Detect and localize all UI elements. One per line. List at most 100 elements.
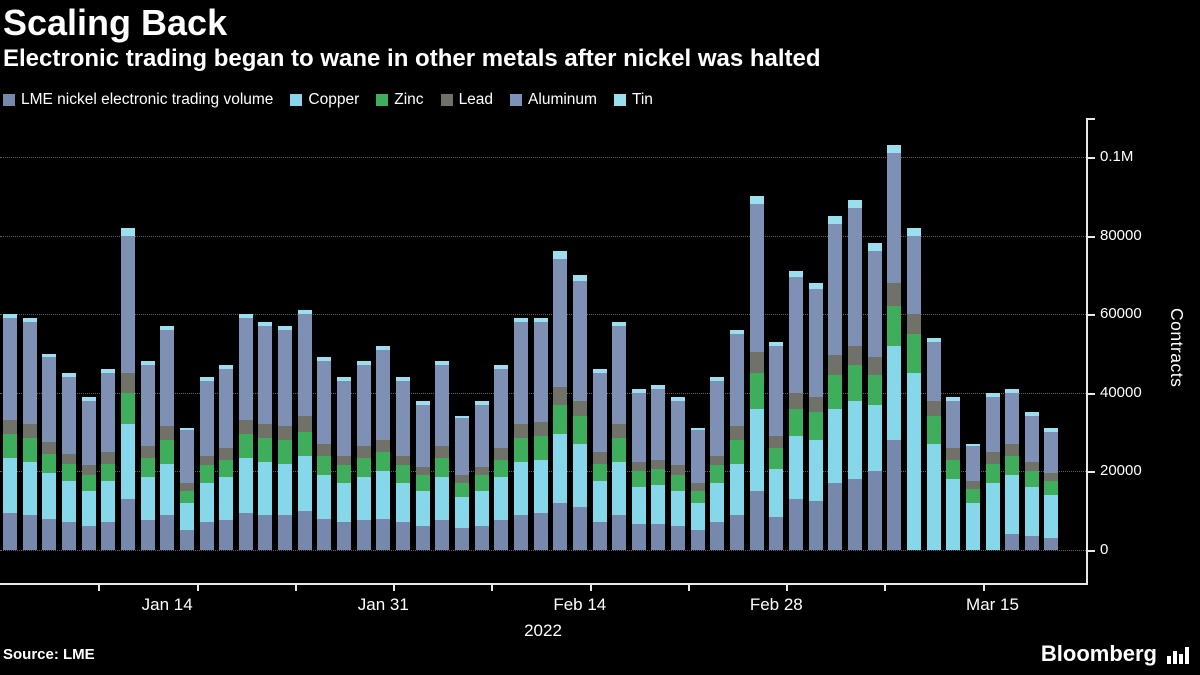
bar-stack bbox=[1005, 388, 1020, 550]
bar-stack bbox=[789, 270, 803, 550]
bar-segment-lme-nickel-electronic-trading-volume bbox=[847, 479, 862, 550]
bar-segment-tin bbox=[219, 365, 234, 370]
bar-stack bbox=[101, 369, 116, 550]
bar-segment-lme-nickel-electronic-trading-volume bbox=[690, 530, 705, 550]
bar-segment-aluminum bbox=[317, 361, 332, 444]
bar-segment-lead bbox=[474, 467, 489, 476]
bar-segment-lead bbox=[42, 441, 57, 454]
y-axis-unit-label: Contracts bbox=[1167, 308, 1187, 388]
bar-segment-lead bbox=[789, 392, 803, 409]
bar-segment-zinc bbox=[965, 489, 980, 503]
bar-segment-lme-nickel-electronic-trading-volume bbox=[356, 520, 371, 550]
bar-segment-lme-nickel-electronic-trading-volume bbox=[1005, 534, 1020, 550]
bar-segment-lme-nickel-electronic-trading-volume bbox=[808, 500, 823, 550]
bar-segment-aluminum bbox=[690, 430, 705, 484]
bar-stack bbox=[258, 322, 273, 550]
bar-segment-copper bbox=[356, 477, 371, 521]
bar-stack bbox=[1044, 428, 1059, 550]
bar-segment-zinc bbox=[513, 437, 528, 462]
bar-segment-tin bbox=[376, 345, 391, 350]
bar-stack bbox=[120, 227, 135, 550]
bar-segment-aluminum bbox=[494, 369, 509, 448]
bar-segment-tin bbox=[3, 314, 17, 319]
bar-segment-lead bbox=[828, 355, 843, 376]
bar-segment-zinc bbox=[651, 469, 666, 486]
legend-label: Zinc bbox=[394, 91, 424, 108]
x-week-tick bbox=[98, 585, 101, 591]
bar-segment-aluminum bbox=[828, 223, 843, 356]
bar-segment-aluminum bbox=[22, 322, 37, 425]
bar-segment-aluminum bbox=[337, 381, 352, 456]
bar-segment-copper bbox=[3, 457, 17, 513]
bar-segment-lme-nickel-electronic-trading-volume bbox=[317, 518, 332, 550]
bar-segment-lead bbox=[258, 424, 273, 438]
bar-segment-aluminum bbox=[965, 445, 980, 482]
bar-segment-tin bbox=[396, 377, 410, 381]
bar-segment-lme-nickel-electronic-trading-volume bbox=[42, 518, 57, 550]
legend-item-aluminum: Aluminum bbox=[510, 91, 597, 109]
bar-segment-tin bbox=[592, 369, 607, 374]
bar-segment-zinc bbox=[120, 392, 135, 425]
page-title: Scaling Back bbox=[3, 2, 228, 43]
bar-segment-aluminum bbox=[1005, 392, 1020, 444]
bar-segment-lme-nickel-electronic-trading-volume bbox=[671, 526, 686, 550]
bar-segment-lead bbox=[238, 420, 253, 435]
bar-segment-lme-nickel-electronic-trading-volume bbox=[199, 522, 214, 550]
bar-stack bbox=[278, 325, 293, 550]
y-tick-label-0: 0 bbox=[1100, 541, 1109, 558]
bar-segment-copper bbox=[572, 443, 587, 507]
bar-segment-zinc bbox=[160, 439, 175, 464]
bar-segment-aluminum bbox=[631, 392, 646, 462]
bar-segment-zinc bbox=[337, 465, 352, 484]
bar-segment-copper bbox=[219, 477, 234, 521]
bar-segment-lme-nickel-electronic-trading-volume bbox=[474, 526, 489, 550]
bar-segment-lead bbox=[710, 455, 725, 466]
bar-segment-zinc bbox=[1005, 455, 1020, 476]
bar-segment-aluminum bbox=[553, 259, 568, 387]
bar-segment-copper bbox=[631, 487, 646, 525]
bar-segment-tin bbox=[985, 392, 1000, 397]
bar-segment-tin bbox=[179, 428, 194, 431]
bar-segment-lme-nickel-electronic-trading-volume bbox=[81, 526, 96, 550]
bar-segment-lead bbox=[690, 483, 705, 492]
bar-segment-lead bbox=[965, 481, 980, 490]
y-tick-label-100000: 0.1M bbox=[1100, 148, 1134, 165]
bar-segment-tin bbox=[238, 314, 253, 319]
legend-item-copper: Copper bbox=[290, 91, 359, 109]
bar-segment-lme-nickel-electronic-trading-volume bbox=[651, 524, 666, 550]
bar-segment-lme-nickel-electronic-trading-volume bbox=[435, 520, 450, 550]
bar-segment-lead bbox=[435, 445, 450, 458]
bar-segment-aluminum bbox=[297, 314, 312, 417]
x-week-tick bbox=[884, 585, 887, 591]
bar-segment-zinc bbox=[356, 457, 371, 478]
bar-segment-aluminum bbox=[651, 388, 666, 460]
bar-segment-lead bbox=[946, 447, 961, 460]
bar-segment-copper bbox=[749, 408, 764, 492]
bar-segment-lead bbox=[396, 455, 410, 466]
bar-segment-copper bbox=[81, 491, 96, 527]
bar-segment-zinc bbox=[474, 475, 489, 492]
bar-segment-copper bbox=[1044, 494, 1059, 539]
bar-segment-lead bbox=[926, 400, 941, 417]
x-week-tick bbox=[196, 585, 199, 591]
bar-stack bbox=[906, 227, 921, 550]
bar-stack bbox=[887, 145, 902, 550]
bar-segment-aluminum bbox=[278, 329, 293, 427]
bar-segment-aluminum bbox=[474, 404, 489, 468]
bar-segment-lme-nickel-electronic-trading-volume bbox=[867, 471, 882, 550]
bar-segment-copper bbox=[985, 483, 1000, 550]
bar-segment-tin bbox=[789, 270, 803, 277]
bar-segment-tin bbox=[828, 215, 843, 224]
bar-stack bbox=[828, 215, 843, 550]
bar-segment-tin bbox=[1024, 412, 1039, 417]
y-tick-0 bbox=[1086, 550, 1095, 552]
bar-stack bbox=[867, 243, 882, 550]
bar-segment-lead bbox=[219, 447, 234, 460]
chart-legend: LME nickel electronic trading volume Copp… bbox=[3, 91, 653, 109]
y-axis-top-tick bbox=[1086, 118, 1095, 120]
bar-segment-aluminum bbox=[415, 404, 430, 468]
bar-segment-tin bbox=[474, 400, 489, 405]
x-week-tick bbox=[491, 585, 494, 591]
bar-stack bbox=[533, 318, 548, 550]
bar-segment-aluminum bbox=[1024, 416, 1039, 462]
